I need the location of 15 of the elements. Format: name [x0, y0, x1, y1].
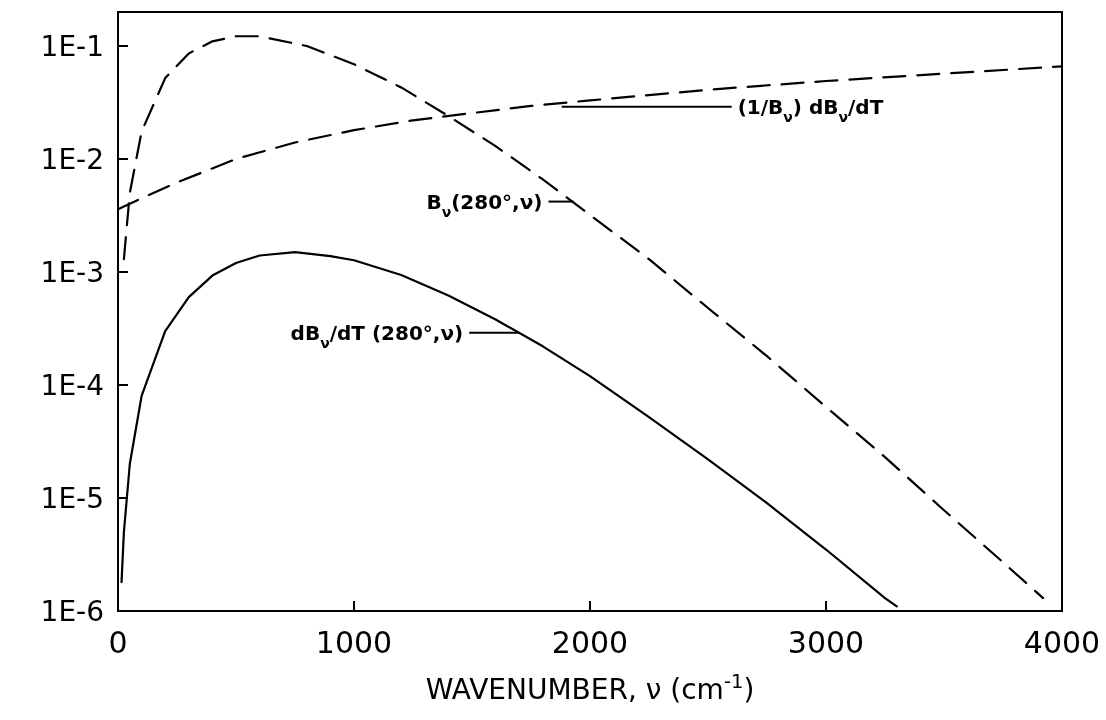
x-tick-label: 1000: [315, 625, 393, 660]
y-tick-label: 1E-1: [40, 29, 104, 63]
annotation: (1/B$_{ν}$) dB$_{ν}$/dT: [737, 94, 884, 125]
y-tick-label: 1E-5: [40, 481, 104, 515]
y-tick-label: 1E-4: [40, 368, 104, 402]
y-tick-label: 1E-2: [40, 142, 104, 176]
y-tick-label: 1E-6: [40, 594, 104, 628]
annotation: B$_{ν}$(280°,ν): [426, 189, 543, 220]
annotation: dB$_{ν}$/dT (280°,ν): [290, 320, 464, 351]
x-tick-label: 2000: [551, 625, 629, 660]
x-tick-label: 4000: [1023, 625, 1101, 660]
x-tick-label: 3000: [787, 625, 865, 660]
x-tick-label: 0: [108, 625, 128, 660]
x-axis-title: WAVENUMBER, ν (cm$^{-1}$): [425, 669, 755, 706]
y-tick-label: 1E-3: [40, 255, 104, 289]
